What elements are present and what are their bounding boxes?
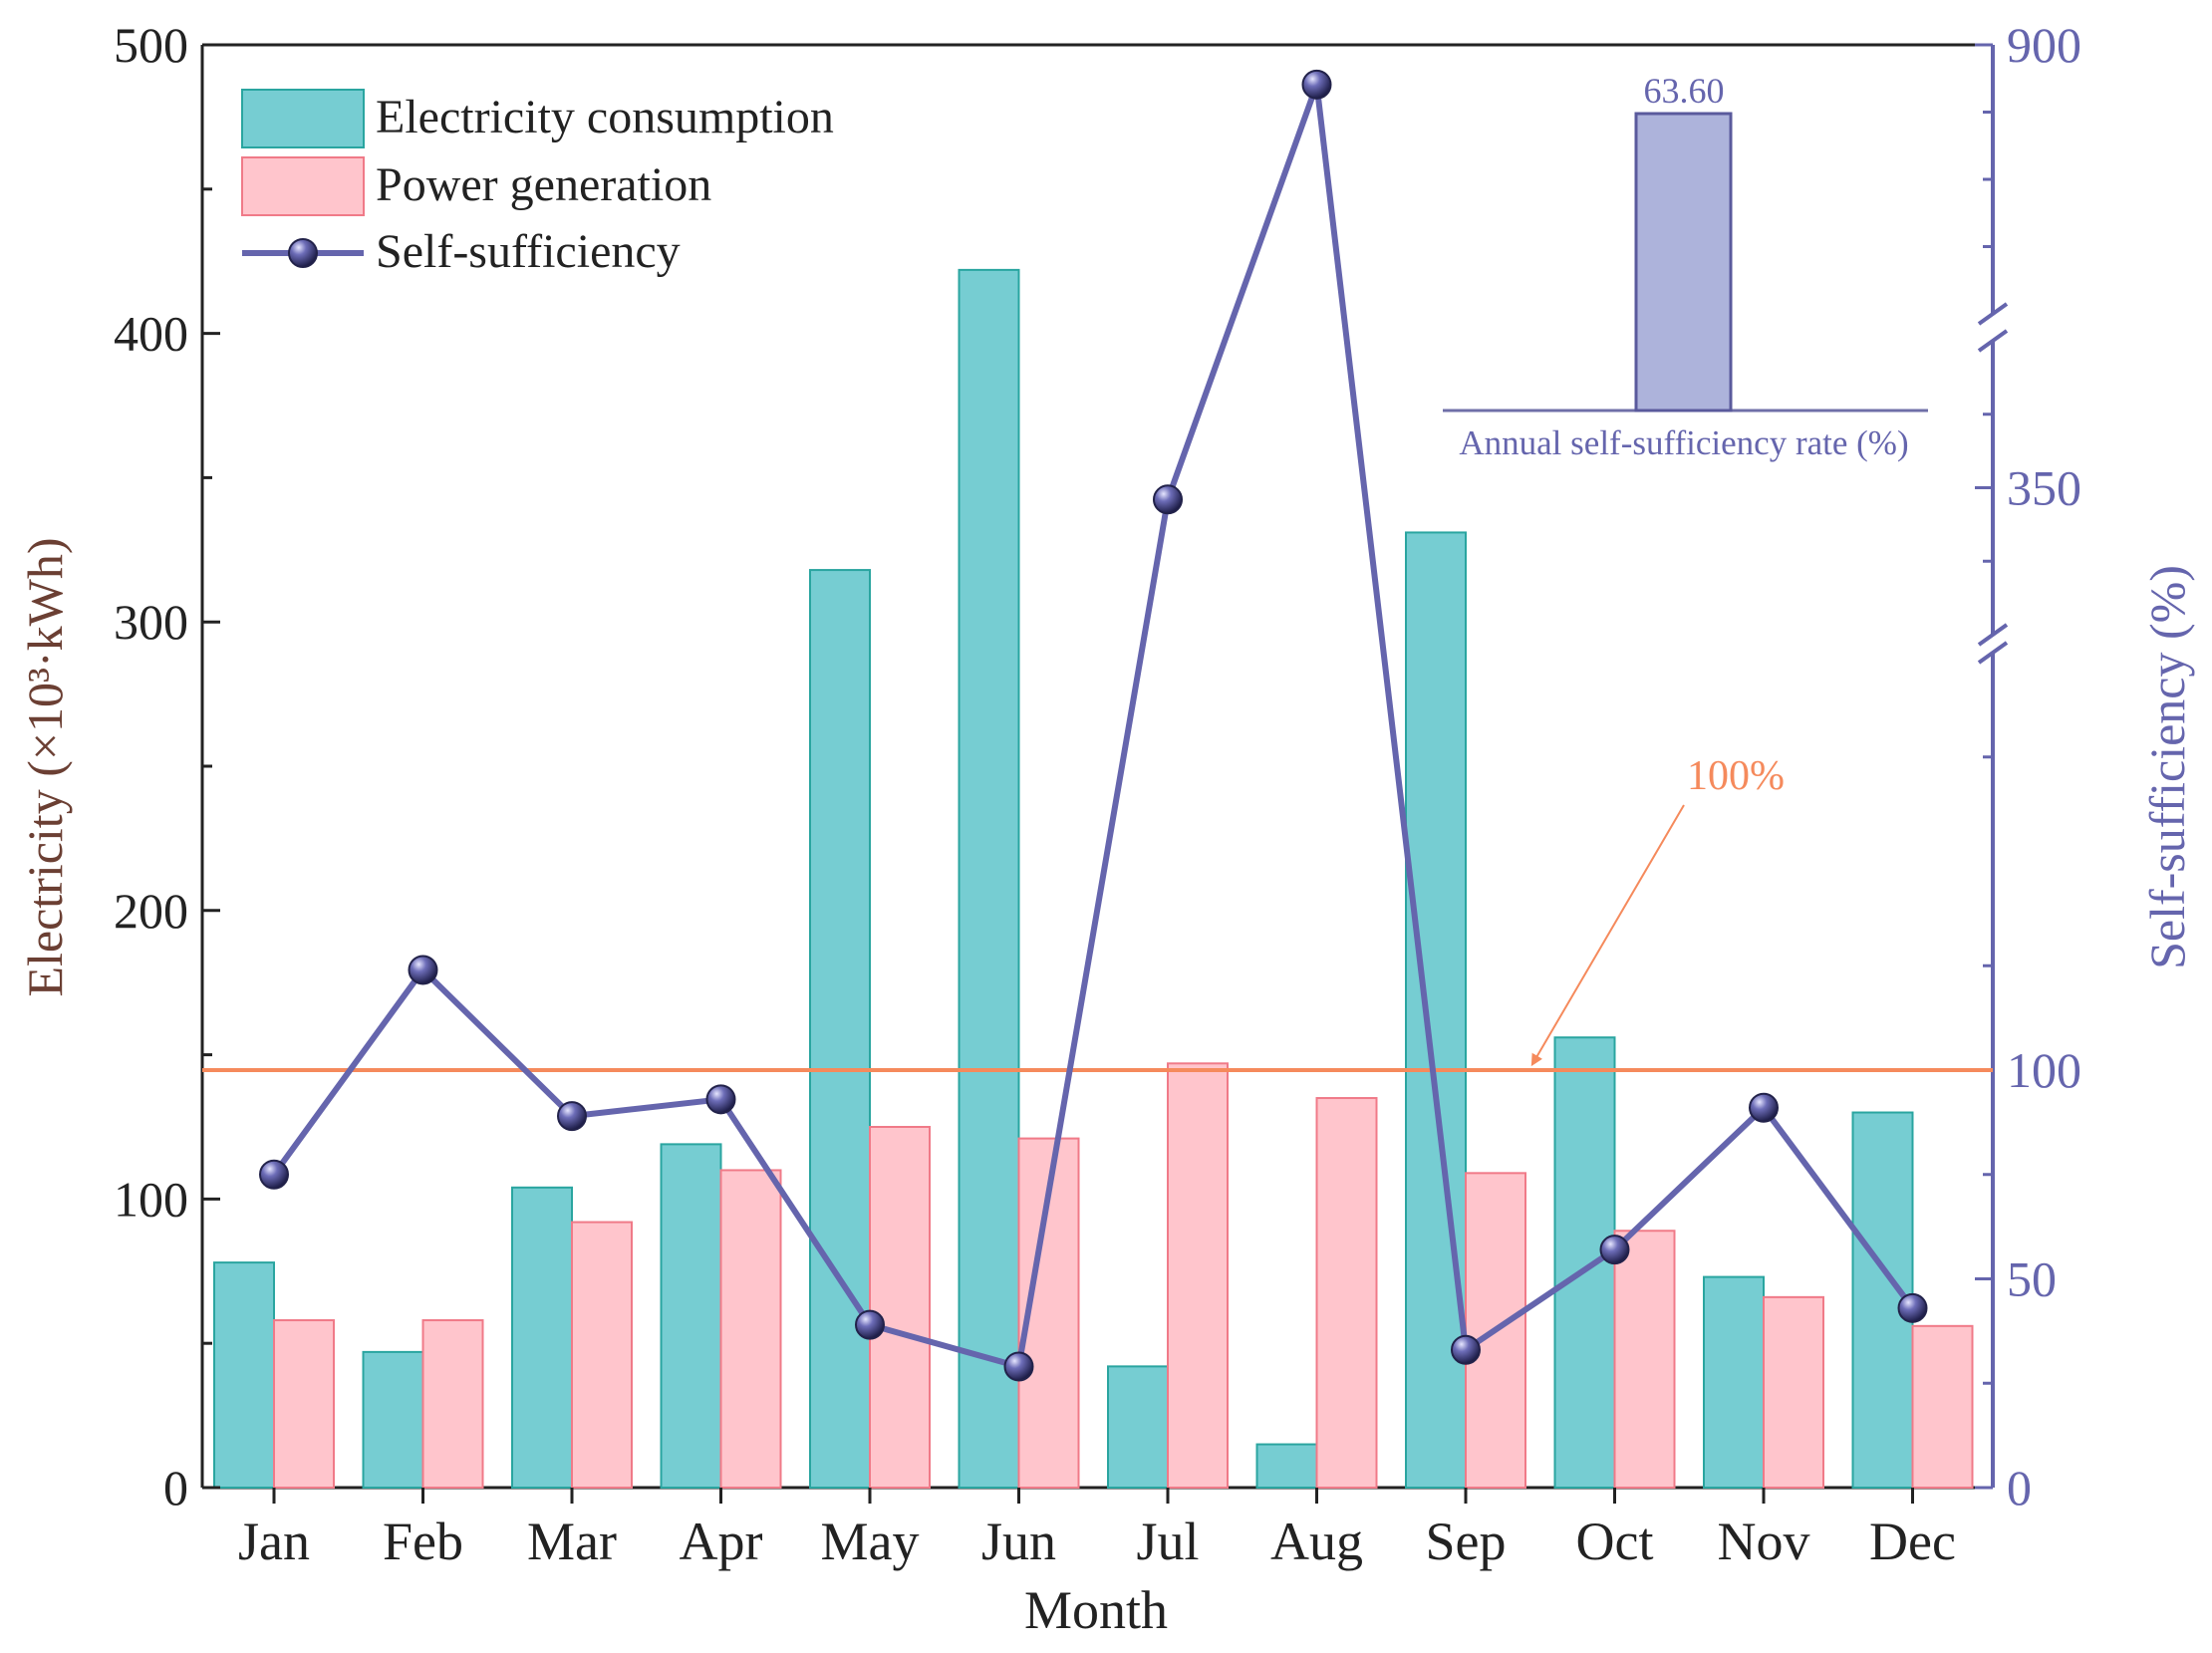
bar-consumption-oct: [1553, 1036, 1616, 1489]
bar-generation-jul: [1167, 1062, 1229, 1489]
y-axis-right-label: Self-sufficiency (%): [2139, 565, 2195, 969]
self-sufficiency-point-sep: [1451, 1334, 1481, 1365]
legend-label-consumption: Electricity consumption: [376, 91, 834, 143]
reference-line-layer: 100%: [202, 753, 1993, 1072]
bar-consumption-feb: [362, 1350, 424, 1489]
self-sufficiency-point-nov: [1749, 1092, 1779, 1123]
x-tick-label-oct: Oct: [1576, 1512, 1654, 1571]
self-sufficiency-point-apr: [705, 1084, 736, 1115]
self-sufficiency-point-jul: [1153, 484, 1183, 515]
left-tick-label: 300: [114, 594, 188, 650]
x-tick-label-mar: Mar: [527, 1512, 617, 1571]
axis-break-mark: [1977, 623, 2009, 647]
y-axis-left-label: Electricity (×10³·kWh): [17, 537, 73, 996]
bar-consumption-jun: [958, 268, 1020, 1490]
x-tick-label-jan: Jan: [238, 1512, 310, 1571]
bar-consumption-nov: [1703, 1275, 1765, 1490]
bars-layer: [213, 268, 1974, 1490]
left-tick-label: 400: [114, 306, 188, 362]
legend-swatch-generation: [241, 156, 365, 216]
bar-generation-aug: [1315, 1097, 1378, 1490]
axis-break-mark: [1977, 641, 2009, 665]
bar-consumption-may: [809, 569, 871, 1489]
self-sufficiency-point-mar: [557, 1101, 587, 1132]
right-tick-label: 50: [2007, 1251, 2057, 1307]
reference-arrow: [1530, 804, 1685, 1067]
x-tick-label-may: May: [821, 1512, 920, 1571]
self-sufficiency-line: [271, 81, 1915, 1370]
x-tick-label-feb: Feb: [383, 1512, 463, 1571]
legend-label-generation: Power generation: [376, 158, 711, 211]
self-sufficiency-point-jan: [259, 1159, 289, 1190]
reference-label: 100%: [1687, 753, 1785, 799]
x-tick-label-nov: Nov: [1718, 1512, 1810, 1571]
axis-break-mark: [1977, 329, 2009, 353]
x-tick-label-aug: Aug: [1270, 1512, 1363, 1571]
bar-generation-jan: [273, 1319, 335, 1489]
left-tick-label: 500: [114, 17, 188, 73]
bar-consumption-jan: [213, 1261, 275, 1490]
bar-generation-apr: [719, 1169, 782, 1489]
left-tick-label: 0: [163, 1460, 188, 1515]
bar-generation-oct: [1613, 1230, 1676, 1489]
self-sufficiency-point-aug: [1301, 69, 1332, 100]
right-tick-label: 350: [2007, 460, 2081, 516]
left-tick-label: 200: [114, 883, 188, 939]
inset-axis-label: Annual self-sufficiency rate (%): [1459, 423, 1908, 462]
bar-generation-nov: [1763, 1295, 1824, 1490]
left-axis-ticks: 0 100 200 300 400 500: [114, 17, 220, 1515]
legend-swatch-consumption: [241, 89, 365, 148]
self-sufficiency-point-feb: [408, 955, 438, 985]
bar-generation-feb: [421, 1319, 484, 1489]
legend-swatch-self-sufficiency-marker: [288, 238, 318, 268]
inset-value-label: 63.60: [1644, 71, 1725, 111]
inset-bar: [1634, 112, 1733, 413]
x-tick-label-apr: Apr: [680, 1512, 763, 1571]
legend: Electricity consumption Power generation…: [241, 89, 834, 278]
bottom-axis-ticks: Jan Feb Mar Apr May Jun Jul Aug Sep Oct Nov Dec: [238, 1488, 1956, 1571]
x-axis-label: Month: [1024, 1580, 1168, 1640]
x-tick-label-dec: Dec: [1869, 1512, 1956, 1571]
right-axis: 0 50 100 350 900: [1975, 17, 2081, 1515]
bar-generation-may: [869, 1126, 931, 1489]
inset-annual-rate: 63.60 Annual self-sufficiency rate (%): [1443, 71, 1928, 462]
x-tick-label-sep: Sep: [1426, 1512, 1507, 1571]
bar-consumption-aug: [1255, 1443, 1318, 1490]
bar-consumption-jul: [1107, 1365, 1169, 1490]
bar-consumption-sep: [1405, 531, 1467, 1489]
right-tick-label: 0: [2007, 1460, 2032, 1515]
self-sufficiency-point-may: [855, 1309, 885, 1340]
self-sufficiency-line-layer: [259, 69, 1928, 1382]
left-tick-label: 100: [114, 1171, 188, 1227]
bar-generation-mar: [571, 1221, 633, 1489]
right-tick-label: 100: [2007, 1042, 2081, 1098]
bar-consumption-mar: [511, 1186, 573, 1490]
self-sufficiency-point-jun: [1003, 1351, 1034, 1382]
bar-generation-dec: [1911, 1324, 1974, 1489]
bar-consumption-apr: [660, 1143, 722, 1489]
axis-break-mark: [1977, 302, 2009, 326]
x-tick-label-jul: Jul: [1136, 1512, 1199, 1571]
right-tick-label: 900: [2007, 17, 2081, 73]
legend-label-self-sufficiency: Self-sufficiency: [376, 225, 681, 278]
self-sufficiency-point-dec: [1897, 1292, 1928, 1323]
self-sufficiency-point-oct: [1599, 1235, 1630, 1265]
x-tick-label-jun: Jun: [981, 1512, 1056, 1571]
